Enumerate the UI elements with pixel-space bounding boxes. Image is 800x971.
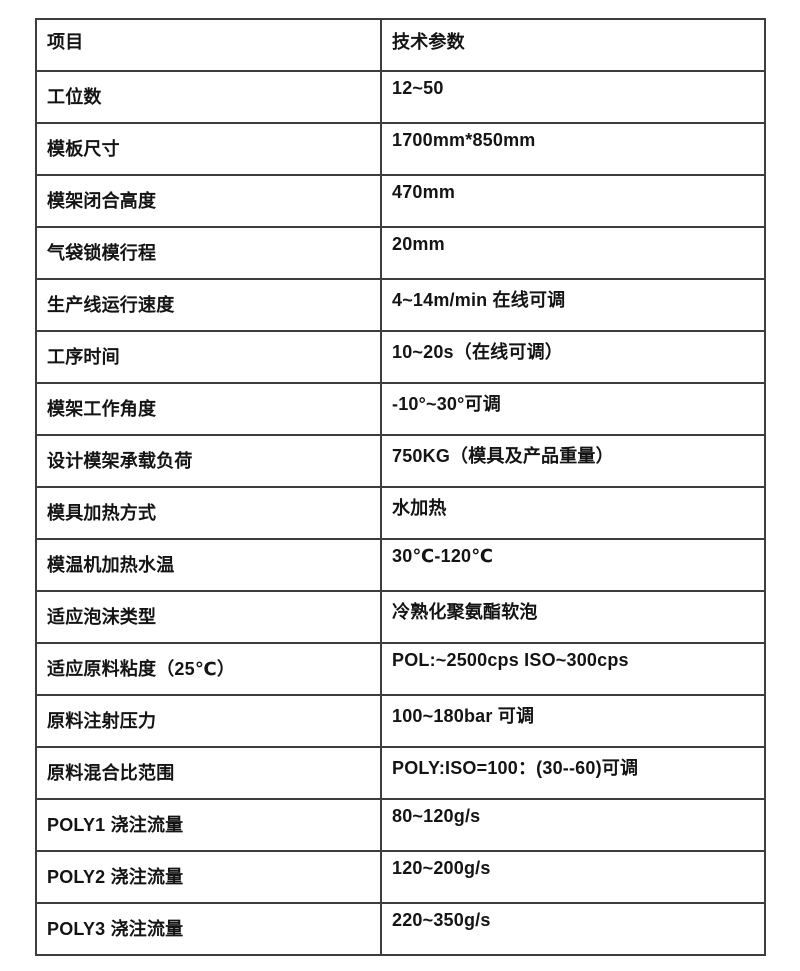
table-row: 原料注射压力 100~180bar 可调 [35,694,766,748]
table-row: 设计模架承载负荷 750KG（模具及产品重量） [35,434,766,488]
spec-table: 项目 技术参数 工位数 12~50 模板尺寸 1700mm*850mm 模架闭合… [35,18,766,956]
item-cell: 原料混合比范围 [35,746,382,800]
item-cell: 模温机加热水温 [35,538,382,592]
table-row: 原料混合比范围 POLY:ISO=100：(30--60)可调 [35,746,766,800]
value-cell: 30℃-120℃ [380,538,766,592]
table-row: 模温机加热水温 30℃-120℃ [35,538,766,592]
item-cell: POLY2 浇注流量 [35,850,382,904]
value-cell: 120~200g/s [380,850,766,904]
item-cell: 模架闭合高度 [35,174,382,228]
table-row: 模架工作角度 -10°~30°可调 [35,382,766,436]
value-cell: 冷熟化聚氨酯软泡 [380,590,766,644]
item-cell: 工位数 [35,70,382,124]
item-cell: 适应泡沫类型 [35,590,382,644]
table-row: 模板尺寸 1700mm*850mm [35,122,766,176]
table-header-row: 项目 技术参数 [35,18,766,72]
table-row: 适应泡沫类型 冷熟化聚氨酯软泡 [35,590,766,644]
table-row: POLY1 浇注流量 80~120g/s [35,798,766,852]
item-cell: 模架工作角度 [35,382,382,436]
table-row: 气袋锁模行程 20mm [35,226,766,280]
value-cell: 470mm [380,174,766,228]
value-cell: 100~180bar 可调 [380,694,766,748]
item-cell: 生产线运行速度 [35,278,382,332]
item-cell: 原料注射压力 [35,694,382,748]
value-cell: 1700mm*850mm [380,122,766,176]
item-cell: 模具加热方式 [35,486,382,540]
value-cell: 水加热 [380,486,766,540]
value-cell: 12~50 [380,70,766,124]
table-row: POLY3 浇注流量 220~350g/s [35,902,766,956]
item-cell: POLY1 浇注流量 [35,798,382,852]
header-value-cell: 技术参数 [380,18,766,72]
table-row: 生产线运行速度 4~14m/min 在线可调 [35,278,766,332]
value-cell: 20mm [380,226,766,280]
item-cell: 模板尺寸 [35,122,382,176]
value-cell: 750KG（模具及产品重量） [380,434,766,488]
value-cell: POLY:ISO=100：(30--60)可调 [380,746,766,800]
table-row: 工位数 12~50 [35,70,766,124]
value-cell: 220~350g/s [380,902,766,956]
table-row: 工序时间 10~20s（在线可调） [35,330,766,384]
table-row: 适应原料粘度（25℃） POL:~2500cps ISO~300cps [35,642,766,696]
table-row: 模具加热方式 水加热 [35,486,766,540]
item-cell: 设计模架承载负荷 [35,434,382,488]
value-cell: 80~120g/s [380,798,766,852]
value-cell: 4~14m/min 在线可调 [380,278,766,332]
header-item-cell: 项目 [35,18,382,72]
item-cell: POLY3 浇注流量 [35,902,382,956]
item-cell: 气袋锁模行程 [35,226,382,280]
value-cell: 10~20s（在线可调） [380,330,766,384]
value-cell: POL:~2500cps ISO~300cps [380,642,766,696]
item-cell: 工序时间 [35,330,382,384]
value-cell: -10°~30°可调 [380,382,766,436]
item-cell: 适应原料粘度（25℃） [35,642,382,696]
table-row: POLY2 浇注流量 120~200g/s [35,850,766,904]
table-row: 模架闭合高度 470mm [35,174,766,228]
